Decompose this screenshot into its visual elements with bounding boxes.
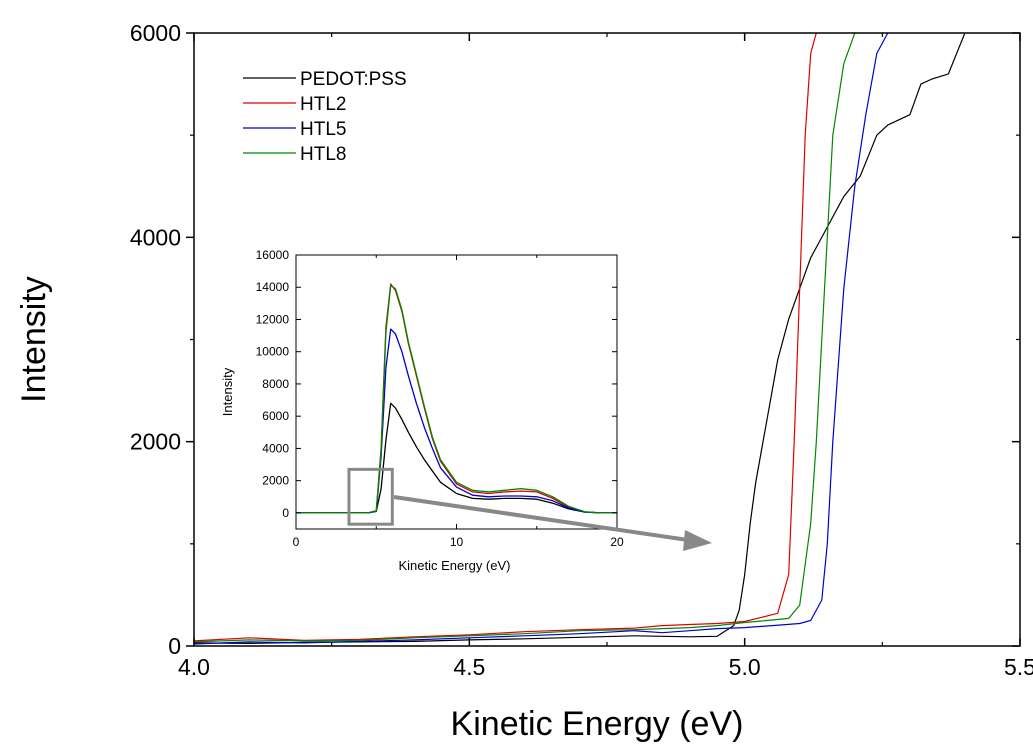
main-y-axis-title: Intensity (15, 276, 53, 403)
inset-y-tick-label: 6000 (262, 409, 289, 423)
inset-y-tick-label: 2000 (262, 474, 289, 488)
inset-background (296, 255, 617, 529)
main-x-tick-label: 4.0 (178, 654, 210, 680)
legend-label-4: HTL8 (300, 144, 346, 165)
main-x-axis-title: Kinetic Energy (eV) (451, 705, 744, 743)
inset-y-axis-title: Intensity (220, 367, 235, 416)
legend-label-1: PEDOT:PSS (300, 69, 407, 90)
main-x-tick-label: 4.5 (453, 654, 485, 680)
zoom-region-box (347, 467, 394, 526)
main-y-tick-label: 4000 (130, 224, 181, 250)
inset-x-tick-label: 20 (610, 535, 624, 549)
main-series-line-3 (194, 33, 889, 645)
main-y-tick-label: 2000 (130, 429, 181, 455)
inset-y-tick-label: 8000 (262, 377, 289, 391)
inset-y-tick-label: 14000 (256, 280, 290, 294)
inset-y-tick-label: 4000 (262, 441, 289, 455)
inset-y-tick-label: 0 (282, 506, 289, 520)
zoom-arrow-shaft (393, 495, 689, 542)
main-series-line-1 (194, 33, 966, 645)
legend-label-2: HTL2 (300, 94, 346, 115)
legend-label-3: HTL5 (300, 119, 346, 140)
inset-series-line-3 (296, 328, 617, 514)
main-x-tick-label: 5.5 (1004, 654, 1033, 680)
main-x-tick-label: 5.0 (729, 654, 761, 680)
inset-x-axis-title: Kinetic Energy (eV) (399, 558, 511, 573)
inset-x-tick-label: 10 (450, 535, 464, 549)
inset-series-group (296, 283, 617, 514)
main-series-line-2 (194, 33, 817, 642)
inset-x-tick-label: 0 (293, 535, 300, 549)
inset-series-line-1 (296, 402, 617, 514)
main-series-line-4 (194, 33, 856, 643)
main-y-tick-label: 6000 (130, 20, 181, 46)
inset-y-tick-label: 12000 (256, 312, 290, 326)
inset-y-tick-label: 10000 (256, 345, 290, 359)
main-series-group (194, 33, 966, 645)
main-y-tick-label: 0 (168, 633, 181, 659)
inset-y-tick-label: 16000 (256, 248, 290, 262)
inset-series-line-4 (296, 284, 617, 514)
zoom-arrow-head (683, 530, 712, 551)
